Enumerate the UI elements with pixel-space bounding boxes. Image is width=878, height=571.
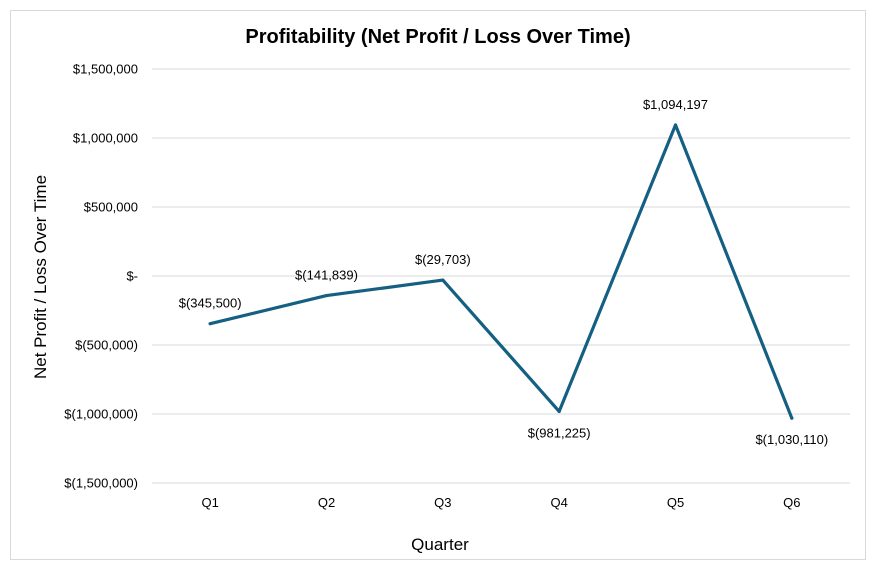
- data-label: $(29,703): [415, 252, 471, 267]
- data-label: $(1,030,110): [755, 432, 828, 447]
- data-labels: $(345,500) $(141,839) $(29,703) $(981,225) $…: [179, 97, 828, 447]
- series-line: [208, 123, 794, 420]
- data-points: [208, 123, 794, 420]
- data-label: $(345,500): [179, 296, 242, 311]
- x-tick-label: Q3: [434, 495, 451, 510]
- y-tick-label: $500,000: [84, 200, 138, 215]
- y-tick-label: $-: [126, 269, 138, 284]
- y-tick-label: $(1,000,000): [64, 407, 138, 422]
- y-tick-label: $(500,000): [75, 338, 138, 353]
- data-label: $1,094,197: [643, 97, 708, 112]
- x-tick-label: Q1: [201, 495, 218, 510]
- data-point: [790, 416, 794, 420]
- y-tick-label: $1,500,000: [73, 62, 138, 77]
- y-tick-label: $(1,500,000): [64, 476, 138, 491]
- chart-frame: [10, 10, 866, 560]
- data-point: [441, 278, 445, 282]
- x-tick-label: Q2: [318, 495, 335, 510]
- gridlines: [152, 68, 850, 484]
- chart-title: Profitability (Net Profit / Loss Over Ti…: [245, 26, 630, 48]
- x-tick-label: Q5: [667, 495, 684, 510]
- y-axis-title: Net Profit / Loss Over Time: [31, 175, 50, 379]
- x-axis-ticks: Q1 Q2 Q3 Q4 Q5 Q6: [201, 495, 800, 510]
- data-point: [324, 293, 329, 298]
- data-point: [673, 123, 678, 127]
- x-axis-title: Quarter: [411, 535, 469, 554]
- x-tick-label: Q4: [550, 495, 567, 510]
- data-label: $(141,839): [295, 268, 358, 283]
- data-point: [557, 409, 561, 414]
- data-label: $(981,225): [528, 425, 591, 440]
- data-point: [208, 322, 212, 326]
- y-tick-label: $1,000,000: [73, 131, 138, 146]
- y-axis-ticks: $1,500,000 $1,000,000 $500,000 $- $(500,000)…: [64, 62, 138, 491]
- x-tick-label: Q6: [783, 495, 800, 510]
